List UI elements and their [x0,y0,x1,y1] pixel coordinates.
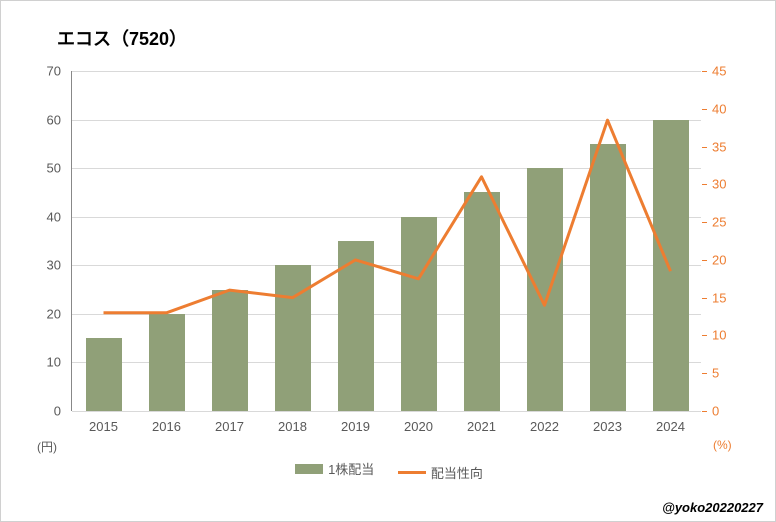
y-right-tick-label: 5 [712,366,752,381]
y-right-tick-label: 40 [712,101,752,116]
y-left-tick-label: 70 [21,64,61,79]
legend-line-label: 配当性向 [431,463,483,482]
x-tick-label: 2019 [341,419,370,434]
line-series [72,71,702,411]
line-path [104,120,671,313]
x-tick-label: 2023 [593,419,622,434]
legend-bar-label: 1株配当 [328,459,374,478]
y-right-tick-label: 25 [712,215,752,230]
right-axis-tick [702,298,707,299]
x-tick-label: 2015 [89,419,118,434]
y-left-tick-label: 40 [21,209,61,224]
y-left-tick-label: 0 [21,404,61,419]
right-axis-tick [702,335,707,336]
grid-line [72,411,701,412]
attribution: @yoko20220227 [662,500,763,515]
y-left-tick-label: 50 [21,161,61,176]
right-axis-unit: (%) [713,438,732,452]
y-right-tick-label: 10 [712,328,752,343]
x-tick-label: 2016 [152,419,181,434]
legend-item-line: 配当性向 [398,463,483,482]
chart-container: エコス（7520） 010203040506070051015202530354… [0,0,776,522]
x-tick-label: 2020 [404,419,433,434]
left-axis-unit: (円) [37,438,57,455]
right-axis-tick [702,411,707,412]
y-right-tick-label: 20 [712,252,752,267]
y-left-tick-label: 30 [21,258,61,273]
y-right-tick-label: 0 [712,404,752,419]
y-left-tick-label: 60 [21,112,61,127]
legend-bar-swatch [295,464,323,474]
y-left-tick-label: 20 [21,306,61,321]
y-right-tick-label: 35 [712,139,752,154]
right-axis-tick [702,147,707,148]
x-tick-label: 2017 [215,419,244,434]
right-axis-tick [702,71,707,72]
legend-line-swatch [398,471,426,474]
right-axis-tick [702,222,707,223]
x-tick-label: 2024 [656,419,685,434]
x-tick-label: 2022 [530,419,559,434]
legend-item-bar: 1株配当 [295,459,374,478]
right-axis-tick [702,109,707,110]
right-axis-tick [702,260,707,261]
y-left-tick-label: 10 [21,355,61,370]
x-tick-label: 2018 [278,419,307,434]
y-right-tick-label: 15 [712,290,752,305]
plot-area: 0102030405060700510152025303540452015201… [71,71,701,411]
right-axis-tick [702,184,707,185]
x-tick-label: 2021 [467,419,496,434]
chart-title: エコス（7520） [57,25,187,51]
y-right-tick-label: 45 [712,64,752,79]
right-axis-tick [702,373,707,374]
y-right-tick-label: 30 [712,177,752,192]
legend: 1株配当 配当性向 [1,459,776,482]
